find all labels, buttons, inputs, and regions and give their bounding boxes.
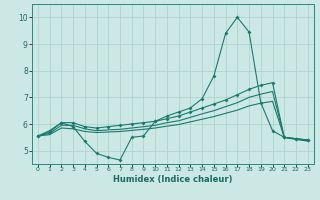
X-axis label: Humidex (Indice chaleur): Humidex (Indice chaleur): [113, 175, 233, 184]
